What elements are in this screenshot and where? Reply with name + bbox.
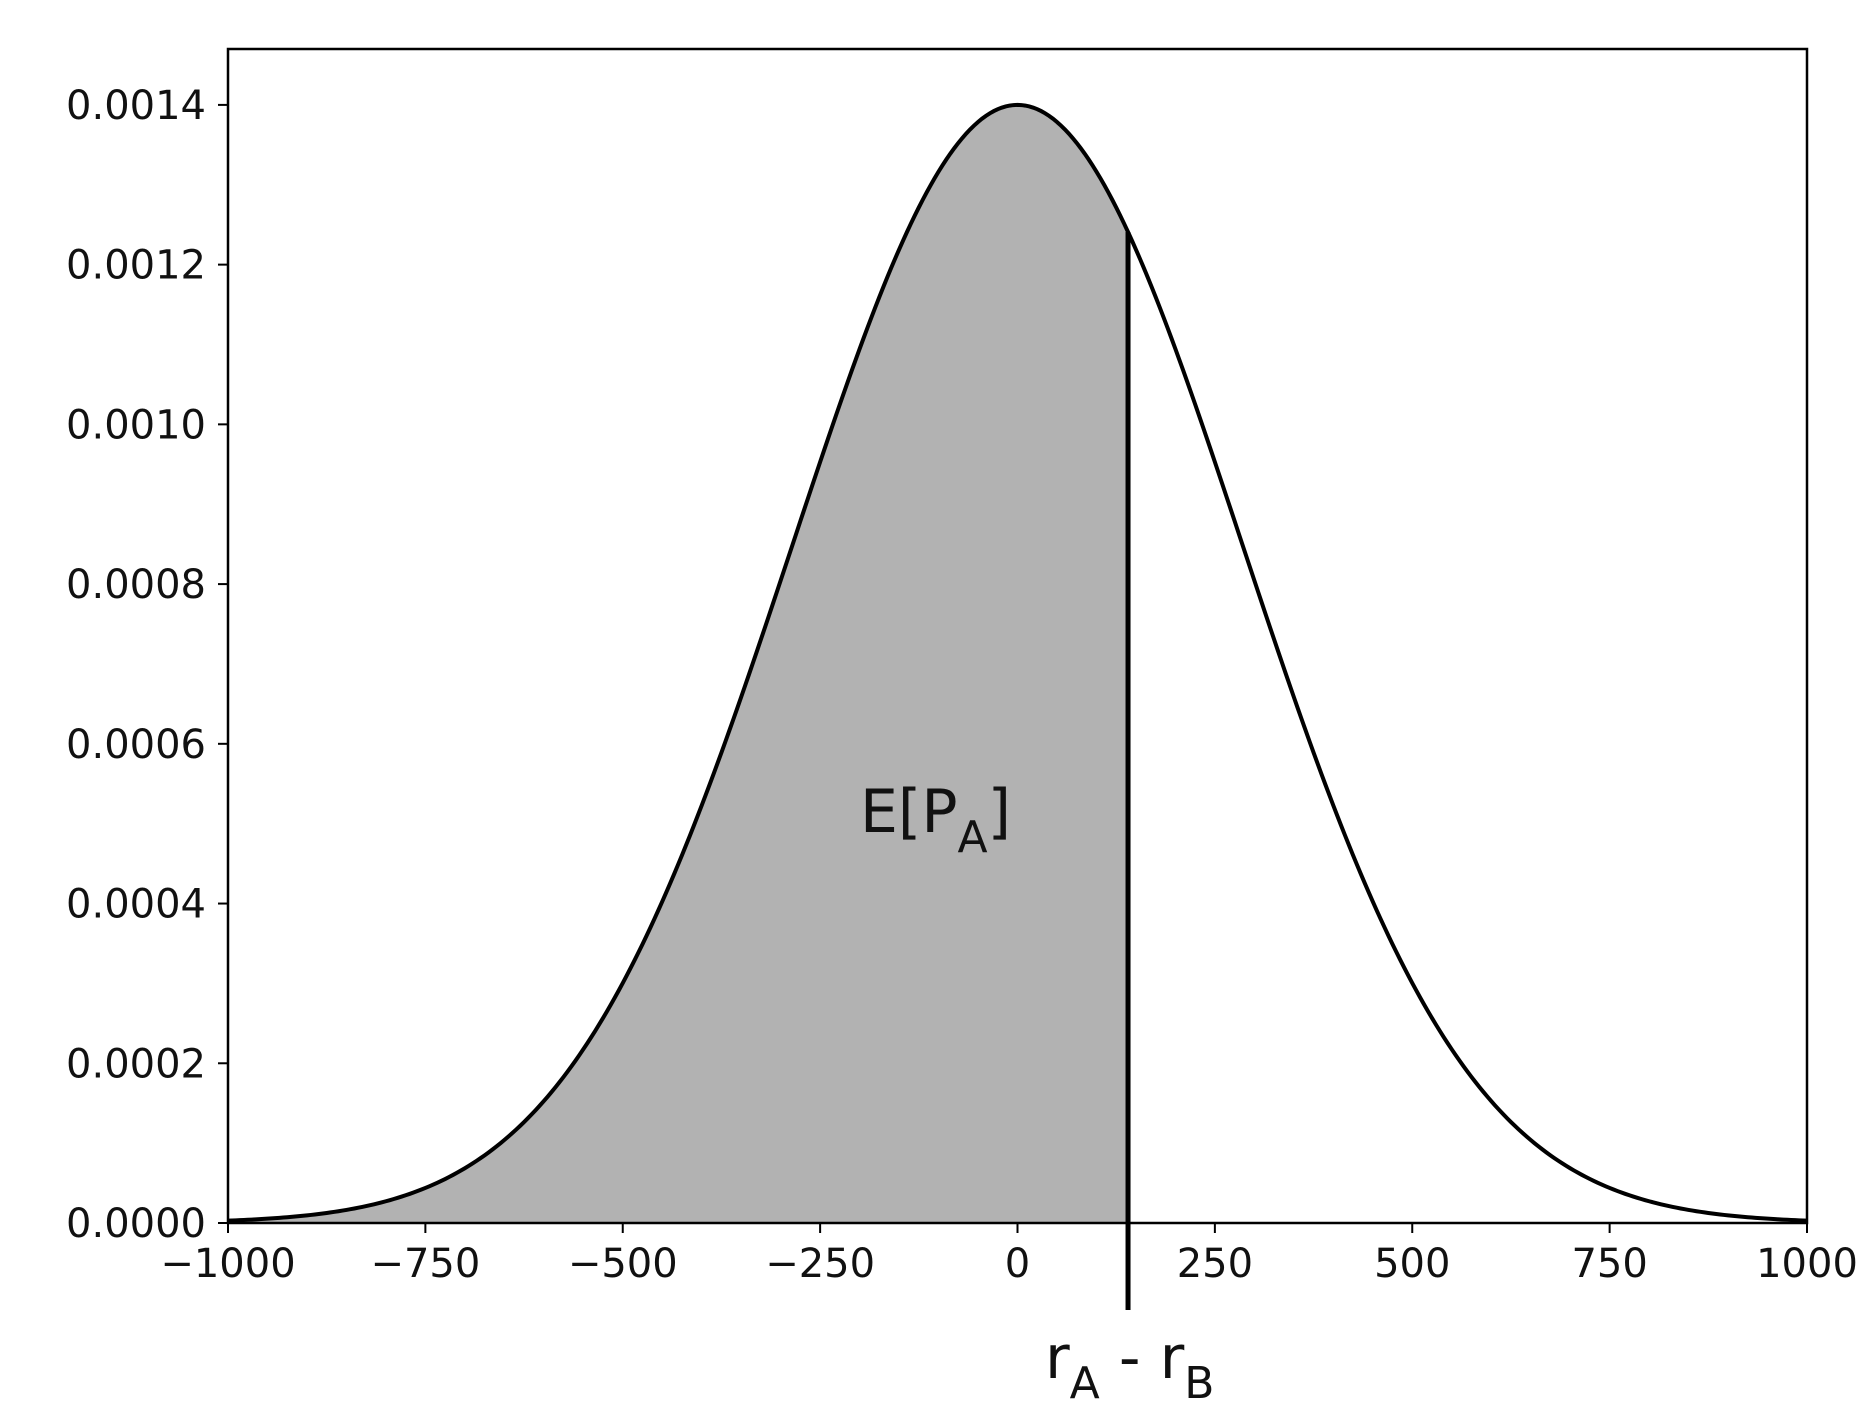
y-tick-label: 0.0008 <box>66 562 206 608</box>
x-marker-label-sub2: B <box>1184 1358 1214 1409</box>
x-tick-label: 0 <box>1005 1241 1030 1287</box>
x-marker-label: rA - rB <box>1045 1323 1214 1409</box>
area-label-main: E[P <box>860 777 958 847</box>
y-tick-label: 0.0004 <box>66 882 206 928</box>
plot-layer: −1000 −750 −500 −250 0 250 500 750 1000 0.0000 0.0… <box>66 47 1858 1310</box>
x-tick-label: −500 <box>568 1241 678 1287</box>
x-tick-label: 500 <box>1374 1241 1450 1287</box>
y-tick-label: 0.0012 <box>66 243 206 289</box>
area-label-close: ] <box>988 777 1011 847</box>
x-tick-label: −250 <box>765 1241 875 1287</box>
y-tick-label: 0.0000 <box>66 1201 206 1247</box>
x-marker-label-r1: r <box>1045 1323 1070 1393</box>
x-marker-label-mid: - r <box>1100 1323 1185 1393</box>
y-tick-label: 0.0006 <box>66 722 206 768</box>
y-tick-label: 0.0010 <box>66 402 206 448</box>
x-tick-label: 750 <box>1571 1241 1647 1287</box>
area-label-sub: A <box>958 812 988 863</box>
x-tick-label: −750 <box>370 1241 480 1287</box>
x-tick-label: 1000 <box>1756 1241 1858 1287</box>
y-tick-label: 0.0014 <box>66 83 206 129</box>
x-tick-label: 250 <box>1177 1241 1253 1287</box>
x-marker-label-sub1: A <box>1070 1358 1100 1409</box>
y-tick-label: 0.0002 <box>66 1041 206 1087</box>
shaded-area <box>228 104 1129 1223</box>
x-tick-label: −1000 <box>160 1241 295 1287</box>
area-label: E[PA] <box>860 777 1011 863</box>
density-curve <box>227 102 1808 1223</box>
